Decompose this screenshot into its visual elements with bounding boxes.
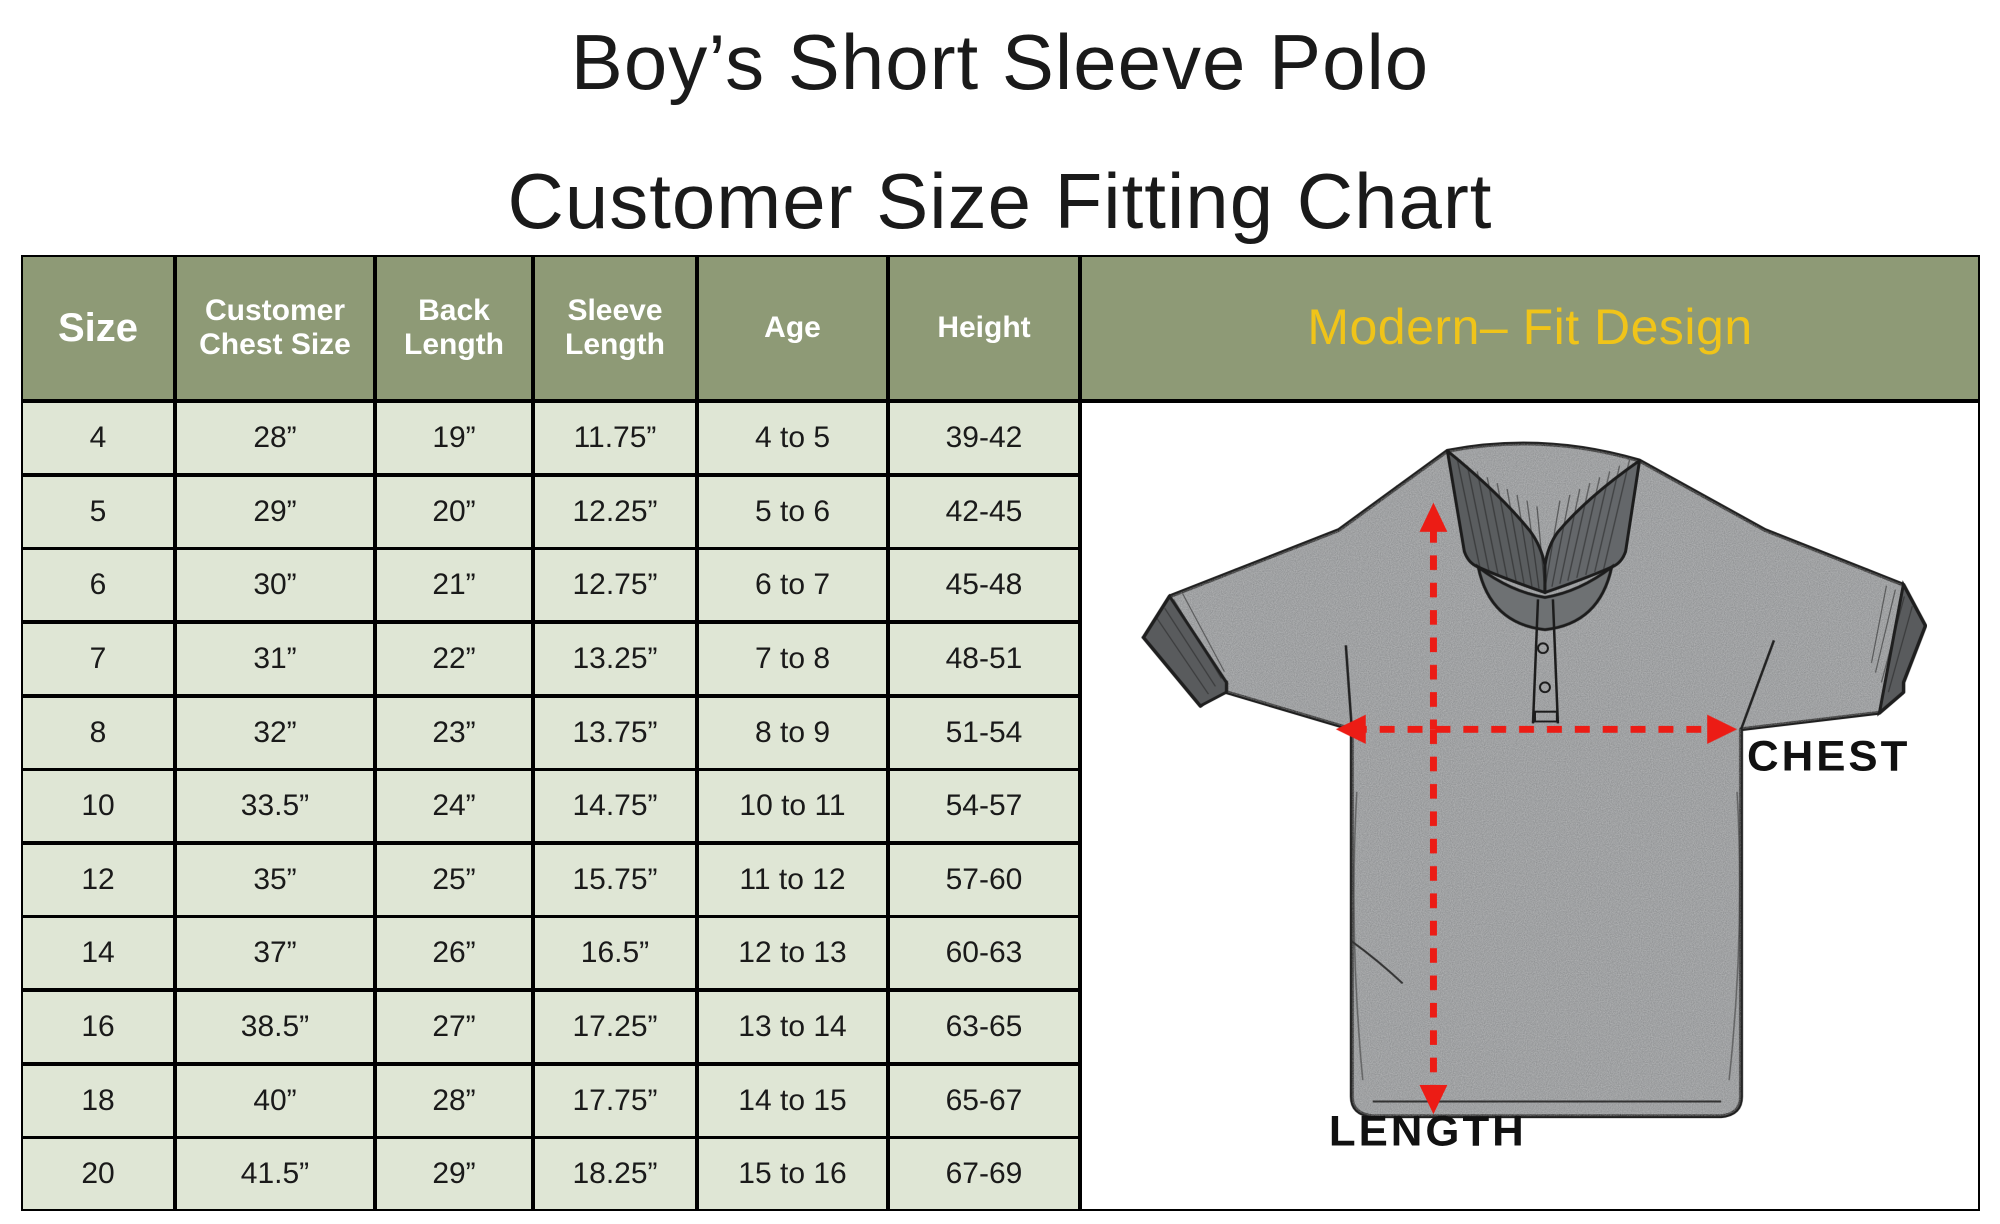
svg-text:CHEST: CHEST — [1747, 733, 1910, 781]
svg-text:LENGTH: LENGTH — [1329, 1108, 1527, 1156]
